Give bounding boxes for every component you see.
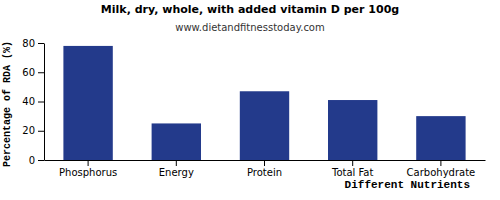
bar bbox=[152, 123, 201, 160]
y-tick: 80 bbox=[22, 38, 44, 49]
chart: Milk, dry, whole, with added vitamin D p… bbox=[0, 0, 500, 200]
plot: 0 20 40 60 80 Phosphorus Energy Protein Total Fa… bbox=[22, 38, 485, 178]
x-tick: Carbohydrate bbox=[407, 160, 476, 178]
y-tick-label: 40 bbox=[22, 96, 35, 107]
y-tick-mark bbox=[38, 43, 44, 44]
y-axis-line bbox=[44, 44, 45, 161]
x-tick: Phosphorus bbox=[59, 160, 117, 178]
x-tick-label: Phosphorus bbox=[59, 167, 117, 178]
y-tick-label: 60 bbox=[22, 67, 35, 78]
y-axis-title: Percentage of RDA (%) bbox=[2, 41, 13, 167]
x-tick: Total Fat bbox=[331, 160, 373, 178]
y-tick: 40 bbox=[22, 96, 44, 107]
y-tick-mark bbox=[38, 131, 44, 132]
title: Milk, dry, whole, with added vitamin D p… bbox=[101, 3, 399, 16]
x-axis-title: Different Nutrients bbox=[345, 179, 470, 191]
y-tick-mark bbox=[38, 102, 44, 103]
x-tick: Energy bbox=[159, 160, 194, 178]
x-axis: Phosphorus Energy Protein Total Fat Carbohyd… bbox=[45, 160, 486, 178]
x-tick-label: Protein bbox=[247, 167, 282, 178]
bars bbox=[63, 46, 465, 160]
bar bbox=[63, 46, 112, 160]
y-axis: 0 20 40 60 80 bbox=[22, 38, 44, 166]
bar bbox=[416, 116, 465, 160]
y-tick-label: 80 bbox=[22, 38, 35, 49]
subtitle: www.dietandfitnesstoday.com bbox=[175, 22, 324, 33]
x-tick-label: Carbohydrate bbox=[407, 167, 476, 178]
y-tick-label: 20 bbox=[22, 125, 35, 136]
x-tick-mark bbox=[176, 160, 177, 166]
y-tick: 0 bbox=[29, 155, 44, 166]
y-tick-label: 0 bbox=[29, 155, 35, 166]
x-tick-mark bbox=[440, 160, 441, 166]
y-tick: 60 bbox=[22, 67, 44, 78]
x-tick-mark bbox=[264, 160, 265, 166]
y-tick: 20 bbox=[22, 125, 44, 136]
bar bbox=[328, 100, 377, 160]
bar bbox=[240, 91, 289, 160]
y-tick-mark bbox=[38, 160, 44, 161]
x-tick-label: Total Fat bbox=[331, 167, 373, 178]
y-tick-mark bbox=[38, 72, 44, 73]
x-tick-mark bbox=[88, 160, 89, 166]
x-tick-label: Energy bbox=[159, 167, 194, 178]
x-tick: Protein bbox=[247, 160, 282, 178]
x-tick-mark bbox=[352, 160, 353, 166]
